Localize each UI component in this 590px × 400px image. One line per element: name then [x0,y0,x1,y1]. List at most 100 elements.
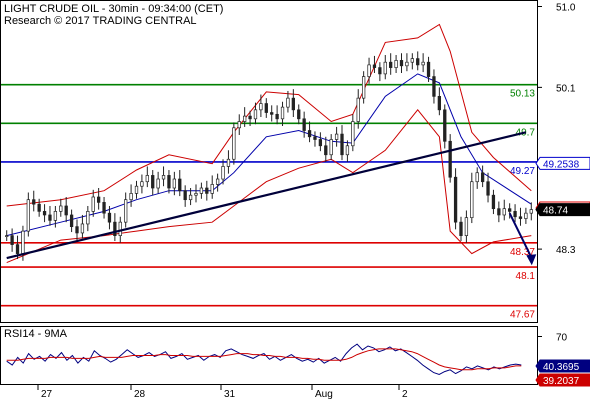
rsi-badge-0-text: 40.3695 [543,362,580,373]
candle-body [248,115,252,120]
candle-body [389,61,393,68]
candle-body [259,103,263,111]
candle [243,107,247,127]
rsi-badge-1-box [535,373,590,387]
candle-body [426,61,431,77]
candle [464,210,469,243]
candle-body [64,205,68,216]
candle-body [421,61,425,66]
candle [145,166,149,188]
candle-body [318,139,323,147]
candle [480,165,485,188]
candle [113,213,117,242]
candle-body [448,140,452,178]
candle-body [96,196,101,203]
level-label-2: 49.27 [510,166,535,177]
candle-body [161,175,166,180]
rsi-badge-1: 39.2037 [535,373,590,387]
candle-body [491,194,496,210]
forecast-arrow-head [526,254,537,266]
rsi-title: RSI14 - 9MA [4,328,68,340]
candle-body [118,221,122,236]
candle [210,175,214,199]
candle-body [464,217,469,236]
candle-body [367,64,371,77]
candle-body [86,211,90,225]
candle [329,134,333,161]
candle [383,55,387,80]
candle [345,140,350,162]
candle [340,125,344,161]
candle [5,230,9,242]
candle [264,98,268,118]
candle-body [302,118,306,131]
candle-body [399,60,404,67]
candle [167,170,171,194]
candle [518,207,523,226]
candle-body [80,223,85,234]
candle-body [486,181,490,196]
candle [183,185,187,207]
chart-title: LIGHT CRUDE OIL - 30min - 09:34:00 (CET) [4,3,223,15]
rsi-badge-1-text: 39.2037 [543,376,580,387]
candles-layer [5,51,533,261]
y-tick-label-1: 50.1 [556,83,576,94]
y-tick-label-2: 48.3 [556,245,576,256]
candle [32,190,36,212]
candle [199,182,204,199]
candle-body [459,221,463,236]
y-tick-label-0: 51.0 [556,2,576,13]
candle [394,55,398,73]
candle-body [172,178,177,189]
candle-body [69,214,74,227]
x-tick-label-0: 27 [41,389,53,400]
candle [356,89,360,129]
candle-body [5,235,9,237]
candle-body [356,97,360,122]
candle [102,196,106,219]
candle-body [437,96,442,111]
candle-body [75,226,79,234]
candle [426,56,431,82]
candle [491,189,496,215]
candle-body [497,208,501,216]
candle [270,105,274,122]
candle [297,104,301,125]
candle-body [237,121,241,129]
candle-body [286,97,290,108]
candle-body [253,109,258,120]
level-label-0: 50.13 [510,89,535,100]
candle-body [524,212,528,219]
candle-body [378,67,382,75]
level-label-3: 48.37 [510,247,535,258]
candle [156,171,160,194]
candle-body [502,208,506,216]
candle [508,203,512,219]
candle-body [243,115,247,122]
level-label-4: 48.1 [516,271,536,282]
candle [10,228,14,252]
candle-body [232,127,236,160]
rsi-badge-0: 40.3695 [535,359,590,373]
candle-body [129,193,133,201]
chart-subtitle: Research © 2017 TRADING CENTRAL [4,15,197,27]
candle [91,189,95,217]
candle-body [329,139,333,156]
candle-body [372,64,377,68]
candle-body [518,216,523,219]
candle [453,168,458,230]
candle-body [167,175,171,189]
candle-body [324,145,328,156]
forecast-arrow-shaft [508,212,533,258]
candle [75,219,79,241]
candle-body [48,214,52,221]
candle-body [351,121,355,147]
candle [232,122,236,165]
candle-body [205,187,209,194]
candle [172,171,177,196]
candle [389,53,393,75]
candle [129,184,133,207]
rsi-y-tick-label-0: 70 [556,333,568,344]
candle-body [280,106,285,120]
